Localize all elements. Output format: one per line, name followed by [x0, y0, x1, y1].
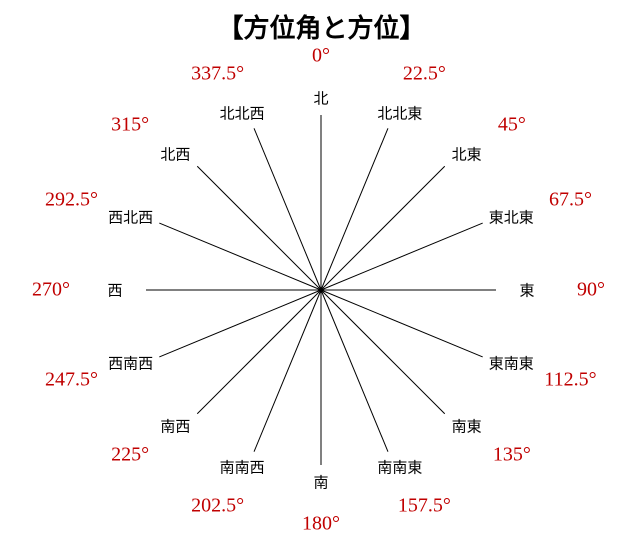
- direction-angle: 90°: [577, 279, 605, 302]
- direction-angle: 292.5°: [45, 189, 98, 212]
- direction-angle: 180°: [302, 513, 340, 536]
- direction-angle: 0°: [312, 45, 330, 68]
- direction-angle: 67.5°: [549, 189, 592, 212]
- direction-angle: 247.5°: [45, 368, 98, 391]
- direction-angle: 202.5°: [191, 495, 244, 518]
- direction-angle: 337.5°: [191, 62, 244, 85]
- direction-angle: 315°: [111, 113, 149, 136]
- direction-angle: 45°: [498, 113, 526, 136]
- direction-angle: 22.5°: [403, 62, 446, 85]
- direction-angle: 270°: [32, 279, 70, 302]
- diagram-root: 【方位角と方位】 北北北東北東東北東東東南東南東南南東南南南西南西西南西西西北西…: [0, 0, 643, 521]
- direction-angle: 225°: [111, 444, 149, 467]
- direction-angle-layer: 0°22.5°45°67.5°90°112.5°135°157.5°180°20…: [0, 0, 643, 521]
- direction-angle: 112.5°: [544, 368, 596, 391]
- direction-angle: 157.5°: [398, 495, 451, 518]
- direction-angle: 135°: [493, 444, 531, 467]
